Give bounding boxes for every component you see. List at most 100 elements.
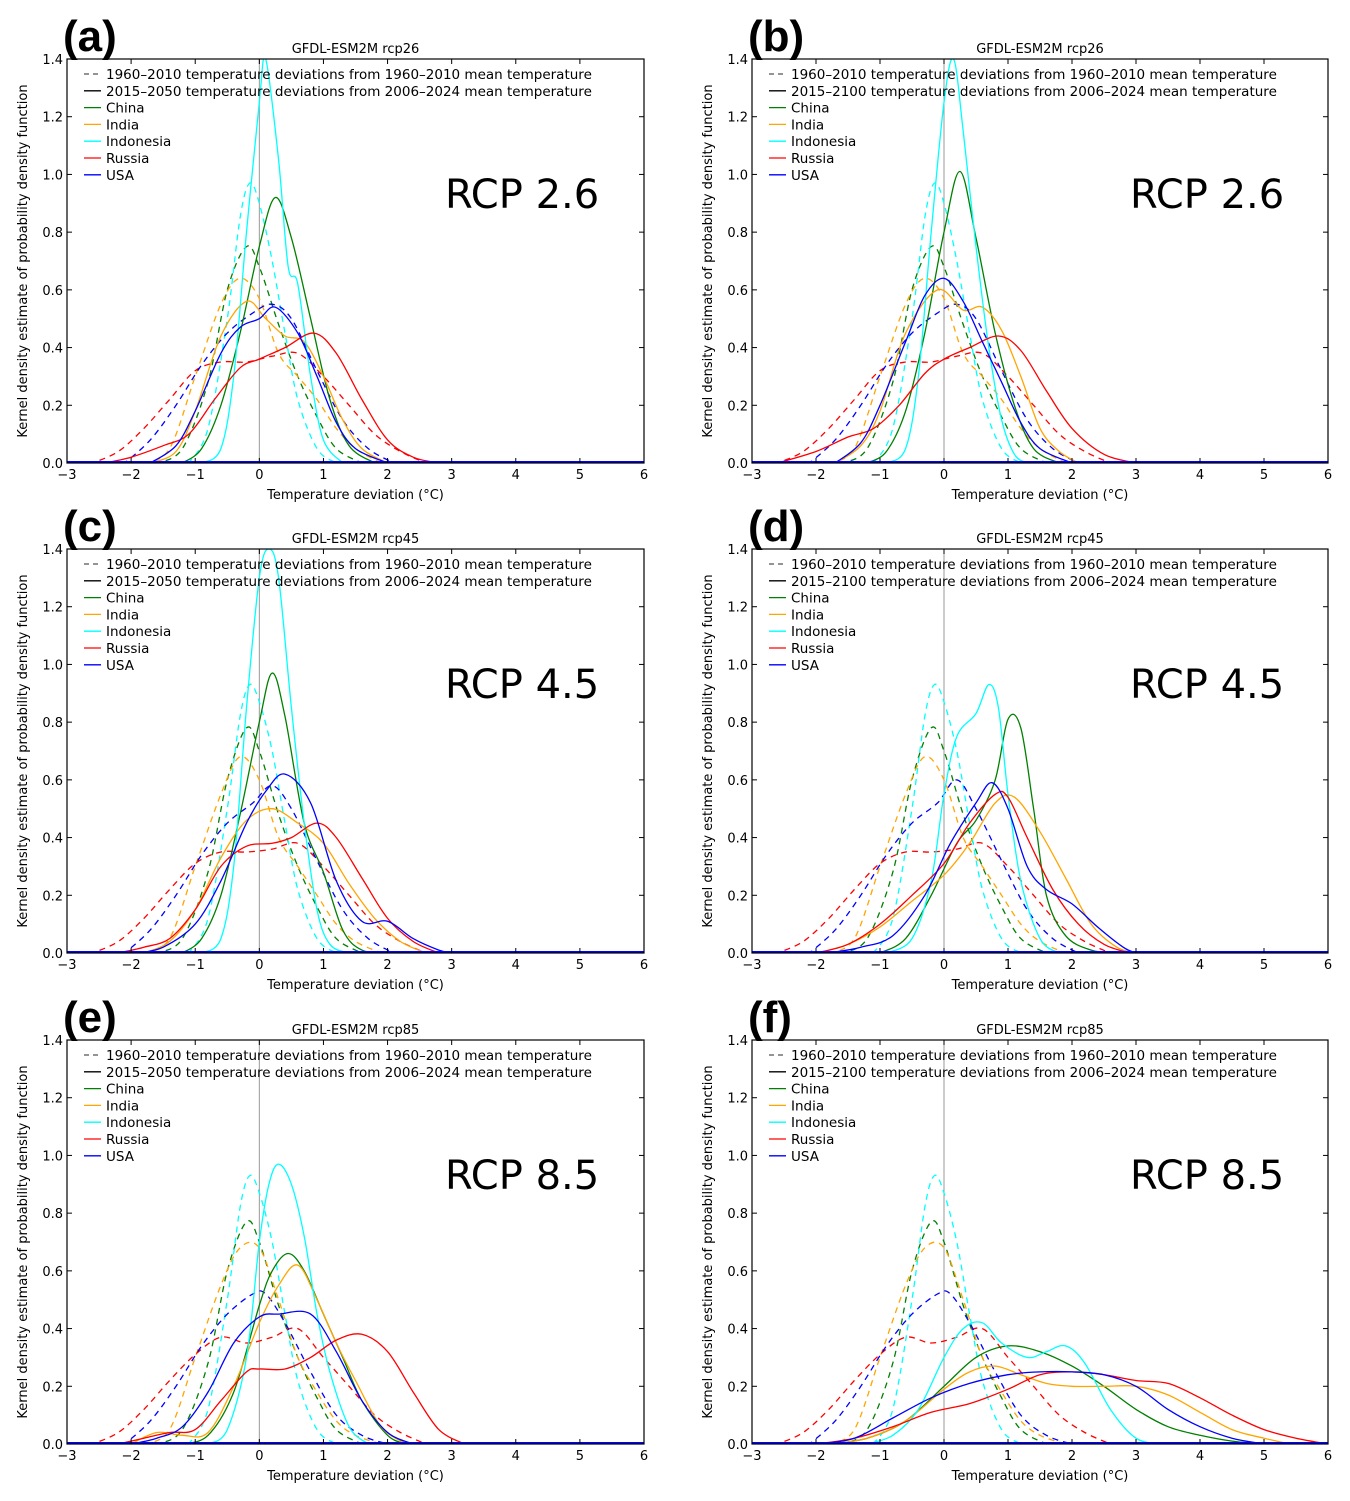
- legend-usa-label: USA: [791, 168, 820, 184]
- chart-title: GFDL-ESM2M rcp85: [292, 1023, 420, 1038]
- panel-c: −3 −2 −1 0 1 2 3 4 5 6 0.0 0.2 0.4 0.6 0.8 1.0 1.2 1.4 Tem…: [16, 502, 648, 993]
- y-tick-label: 0.0: [727, 457, 748, 472]
- series-line-russia-solid: [67, 822, 644, 953]
- legend-indonesia-label: Indonesia: [106, 624, 171, 640]
- series-line-indonesia-dashed: [67, 182, 644, 463]
- x-tick-label: −2: [122, 958, 141, 973]
- plot-area: [67, 59, 644, 463]
- y-axis-label: Kernel density estimate of probability d…: [701, 84, 716, 437]
- y-tick-label: 0.2: [727, 399, 748, 414]
- x-tick-label: −2: [806, 1449, 825, 1464]
- y-tick-label: 1.2: [42, 601, 63, 616]
- axes-frame: [751, 58, 1329, 464]
- chart-title: GFDL-ESM2M rcp45: [292, 532, 420, 547]
- y-tick-label: 0.0: [42, 1438, 63, 1453]
- x-tick-label: −1: [186, 468, 205, 483]
- panel-label: (d): [748, 502, 804, 551]
- x-tick-label: 5: [576, 468, 584, 483]
- y-axis-label: Kernel density estimate of probability d…: [16, 84, 31, 437]
- panel-a: −3 −2 −1 0 1 2 3 4 5 6 0.0 0.2 0.4 0.6 0.8 1.0 1.2 1.4 Tem…: [16, 12, 648, 503]
- y-tick-label: 0.8: [42, 716, 63, 731]
- y-tick-label: 0.4: [727, 832, 748, 847]
- legend: 1960–2010 temperature deviations from 19…: [769, 1048, 1277, 1165]
- y-tick-label: 0.0: [727, 1438, 748, 1453]
- legend-indonesia-label: Indonesia: [106, 1115, 171, 1131]
- y-tick-label: 0.0: [727, 947, 748, 962]
- series-line-usa-dashed: [752, 779, 1328, 953]
- y-tick-label: 1.0: [727, 168, 748, 183]
- x-tick-label: 1: [319, 468, 327, 483]
- panel-label: (f): [748, 993, 792, 1042]
- series-line-india-solid: [67, 1264, 644, 1444]
- x-tick-label: 6: [640, 468, 648, 483]
- legend-indonesia-label: Indonesia: [791, 624, 856, 640]
- series-line-india-solid: [67, 300, 644, 463]
- x-tick-label: 6: [640, 1449, 648, 1464]
- y-tick-label: 0.2: [42, 1380, 63, 1395]
- legend-indonesia-label: Indonesia: [106, 134, 171, 150]
- x-axis-label: Temperature deviation (°C): [951, 488, 1129, 503]
- legend-china-label: China: [791, 101, 830, 117]
- x-tick-label: 5: [1260, 468, 1268, 483]
- y-tick-label: 0.4: [42, 832, 63, 847]
- x-tick-label: −2: [806, 958, 825, 973]
- x-tick-label: 0: [940, 468, 948, 483]
- y-tick-label: 1.2: [727, 601, 748, 616]
- x-tick-label: 3: [448, 958, 456, 973]
- x-tick-label: 0: [255, 958, 263, 973]
- x-tick-label: 1: [1004, 958, 1012, 973]
- x-tick-label: 0: [255, 1449, 263, 1464]
- legend-russia-label: Russia: [791, 151, 834, 167]
- x-tick-label: 6: [640, 958, 648, 973]
- y-tick-label: 1.2: [42, 1092, 63, 1107]
- series-line-indonesia-solid: [67, 549, 644, 953]
- legend-usa-label: USA: [106, 168, 135, 184]
- plot-area: [67, 1040, 644, 1444]
- y-tick-label: 0.8: [727, 716, 748, 731]
- x-tick-label: 2: [1068, 468, 1076, 483]
- series-line-russia-dashed: [67, 842, 644, 953]
- series-line-usa-solid: [67, 1310, 644, 1444]
- y-tick-label: 0.8: [42, 1207, 63, 1222]
- y-tick-label: 1.4: [727, 53, 748, 68]
- series-line-usa-solid: [752, 1370, 1328, 1444]
- y-tick-label: 1.4: [42, 53, 63, 68]
- y-axis-label: Kernel density estimate of probability d…: [701, 574, 716, 927]
- x-tick-label: 0: [255, 468, 263, 483]
- x-tick-label: −3: [57, 1449, 76, 1464]
- panel-d: −3 −2 −1 0 1 2 3 4 5 6 0.0 0.2 0.4 0.6 0.8 1.0 1.2 1.4 Tem…: [701, 502, 1332, 993]
- x-tick-label: 4: [1196, 958, 1204, 973]
- x-tick-label: −3: [742, 468, 761, 483]
- x-tick-label: 6: [1324, 1449, 1332, 1464]
- legend: 1960–2010 temperature deviations from 19…: [769, 67, 1277, 184]
- chart-title: GFDL-ESM2M rcp26: [292, 42, 420, 57]
- legend-indonesia-label: Indonesia: [791, 134, 856, 150]
- x-tick-label: −1: [186, 958, 205, 973]
- y-tick-label: 0.2: [727, 1380, 748, 1395]
- x-tick-label: 1: [319, 958, 327, 973]
- legend-usa-label: USA: [106, 1149, 135, 1165]
- y-tick-label: 1.2: [727, 1092, 748, 1107]
- series-line-china-dashed: [752, 245, 1328, 463]
- series-line-usa-solid: [752, 782, 1328, 953]
- legend-future-label: 2015–2050 temperature deviations from 20…: [106, 574, 592, 590]
- series-group: [752, 683, 1328, 953]
- series-line-indonesia-solid: [67, 1163, 644, 1444]
- panel-label: (e): [63, 993, 117, 1042]
- legend-usa-label: USA: [791, 658, 820, 674]
- axes-frame: [751, 1039, 1329, 1445]
- scenario-label: RCP 4.5: [1130, 662, 1284, 708]
- y-tick-label: 1.0: [42, 658, 63, 673]
- axes-frame: [66, 58, 645, 464]
- x-tick-label: 2: [383, 958, 391, 973]
- x-tick-label: 1: [319, 1449, 327, 1464]
- x-tick-label: 2: [1068, 1449, 1076, 1464]
- x-tick-label: 3: [1132, 958, 1140, 973]
- x-tick-label: 3: [448, 468, 456, 483]
- legend-india-label: India: [791, 607, 824, 623]
- series-line-china-solid: [67, 672, 644, 953]
- series-line-indonesia-dashed: [67, 1174, 644, 1444]
- x-tick-label: 4: [1196, 1449, 1204, 1464]
- legend-china-label: China: [791, 1082, 830, 1098]
- legend-india-label: India: [106, 1098, 139, 1114]
